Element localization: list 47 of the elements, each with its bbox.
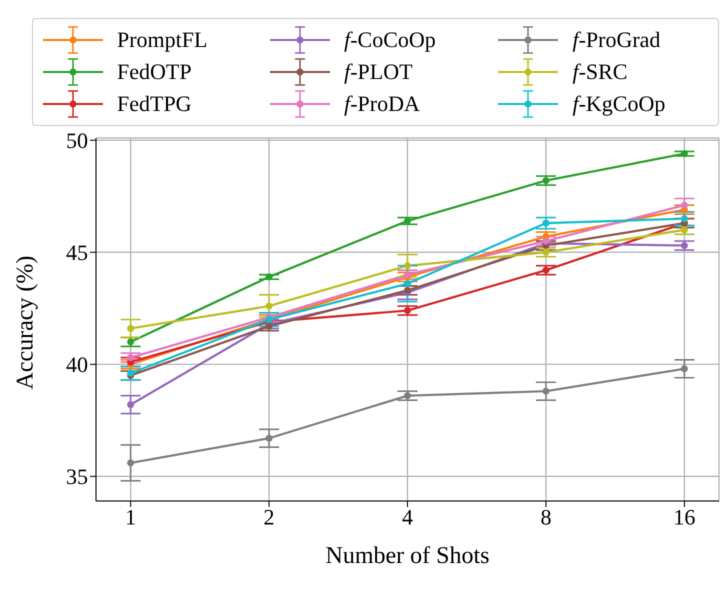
x-tick-label: 16 [673,504,696,530]
x-axis-title: Number of Shots [326,543,490,569]
point [680,202,688,209]
point [680,365,688,372]
point [542,220,550,227]
point [542,248,550,256]
y-tick-label: 40 [66,352,88,378]
legend-label: f-ProDA [344,91,420,117]
y-tick-label: 50 [66,128,88,154]
legend-label: f-PLOT [344,59,413,85]
point [542,388,550,395]
x-tick-label: 2 [264,504,275,530]
point [127,354,134,362]
point [404,262,411,270]
legend-label: FedOTP [117,59,192,85]
point [266,434,273,442]
point [127,324,134,332]
point [127,401,134,408]
y-tick-label: 45 [66,240,88,266]
point [680,226,688,234]
y-axis-title: Accuracy (%) [12,256,39,390]
point [266,273,273,280]
point [266,302,273,310]
point [404,217,411,224]
point [680,215,688,222]
legend-label: f-CoCoOp [344,27,436,53]
point [127,370,134,377]
x-tick-label: 4 [402,504,413,530]
legend-label: f-ProGrad [572,27,660,53]
y-tick-label: 35 [66,464,88,490]
point [404,280,411,288]
point [127,338,134,346]
point [404,286,411,294]
x-tick-label: 1 [125,504,136,530]
point [542,266,550,274]
point [542,177,550,184]
legend-label: PromptFL [117,27,208,53]
x-tick-label: 8 [540,504,552,530]
legend-label: FedTPG [117,91,192,117]
point [266,322,273,330]
point [127,459,134,466]
legend-label: f-SRC [572,59,628,85]
point [404,307,411,314]
point [680,150,688,158]
legend-label: f-KgCoOp [572,91,666,117]
point [680,242,688,250]
point [404,392,411,400]
